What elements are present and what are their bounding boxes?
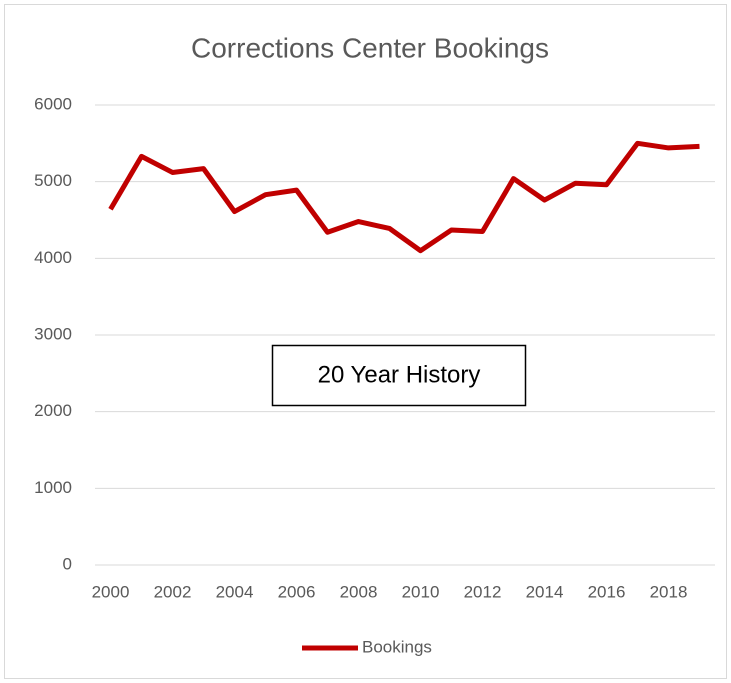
x-tick-label: 2006 <box>278 582 316 601</box>
legend-label: Bookings <box>362 637 432 656</box>
chart-border <box>4 4 727 679</box>
x-tick-label: 2010 <box>402 582 440 601</box>
chart-title: Corrections Center Bookings <box>191 32 549 63</box>
x-tick-label: 2002 <box>154 582 192 601</box>
x-tick-label: 2016 <box>588 582 626 601</box>
x-tick-label: 2004 <box>216 582 254 601</box>
y-tick-label: 2000 <box>34 401 72 420</box>
annotation: 20 Year History <box>318 361 481 388</box>
x-tick-label: 2008 <box>340 582 378 601</box>
y-tick-label: 0 <box>63 554 72 573</box>
y-tick-label: 5000 <box>34 171 72 190</box>
x-tick-label: 2018 <box>650 582 688 601</box>
data-line <box>108 140 700 254</box>
y-tick-label: 3000 <box>34 324 72 343</box>
y-tick-label: 1000 <box>34 478 72 497</box>
y-tick-label: 4000 <box>34 248 72 267</box>
x-tick-label: 2012 <box>464 582 502 601</box>
x-tick-label: 2000 <box>92 582 130 601</box>
x-tick-label: 2014 <box>526 582 564 601</box>
annotation-box <box>271 344 527 407</box>
y-tick-label: 6000 <box>34 94 72 113</box>
